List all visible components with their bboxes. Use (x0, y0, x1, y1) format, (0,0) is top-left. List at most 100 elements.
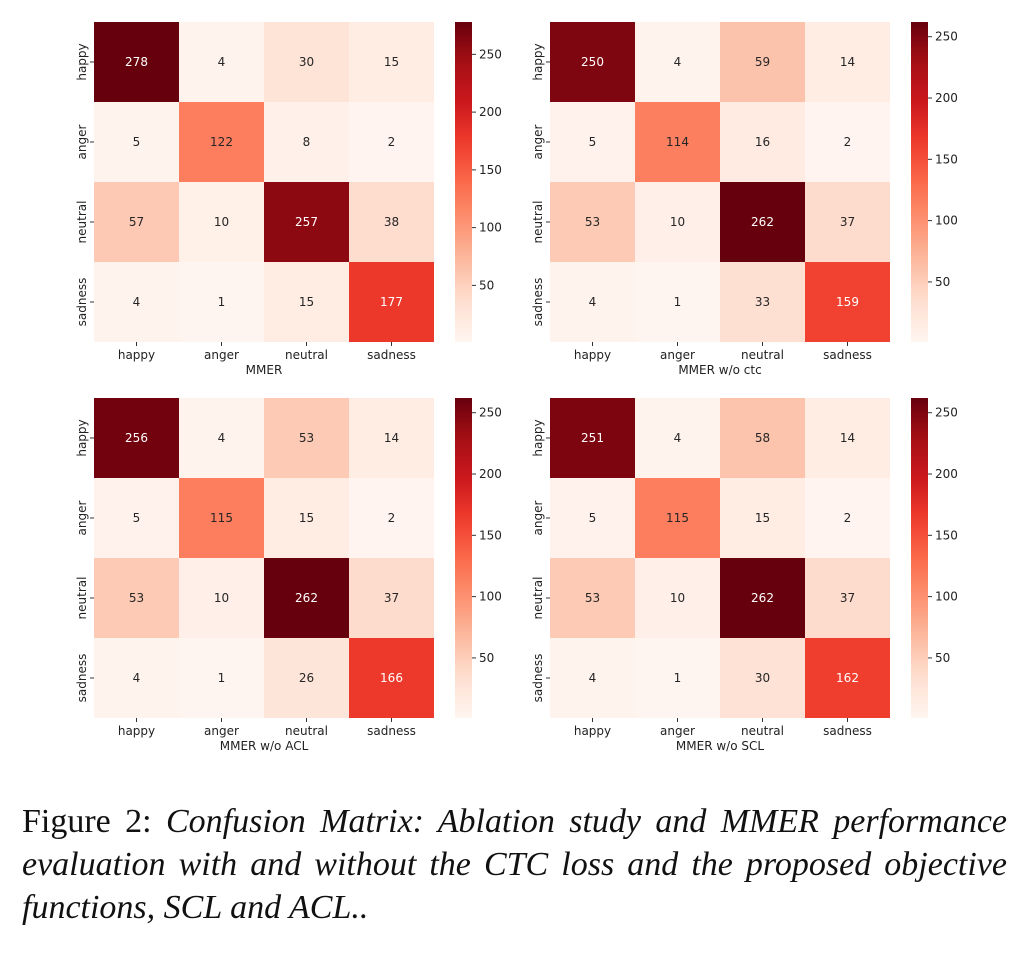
colorbar-tick-label: 150 (935, 528, 958, 542)
colorbar-tick-label: 250 (479, 406, 502, 420)
cell-value-label: 250 (581, 55, 604, 69)
cell-value-label: 10 (670, 591, 685, 605)
cell-value-label: 37 (840, 591, 855, 605)
x-tick-label-sadness: sadness (823, 724, 872, 738)
cell-value-label: 5 (589, 511, 597, 525)
x-tick-label-anger: anger (204, 724, 239, 738)
y-tick-label-neutral: neutral (531, 577, 545, 620)
colorbar-tick-label: 50 (479, 278, 494, 292)
y-tick-label-neutral: neutral (75, 201, 89, 244)
cell-value-label: 15 (384, 55, 399, 69)
caption-label: Figure 2: (22, 803, 152, 840)
x-tick-label-anger: anger (204, 348, 239, 362)
cell-value-label: 53 (585, 215, 600, 229)
cell-value-label: 15 (755, 511, 770, 525)
cell-value-label: 2 (388, 511, 396, 525)
cell-value-label: 14 (840, 431, 855, 445)
x-axis-title: MMER w/o ctc (678, 363, 761, 377)
cell-value-label: 59 (755, 55, 770, 69)
cell-value-label: 26 (299, 671, 314, 685)
cell-value-label: 30 (755, 671, 770, 685)
x-axis-title: MMER w/o SCL (676, 739, 764, 753)
colorbar-tick-label: 200 (479, 467, 502, 481)
y-tick-label-anger: anger (531, 124, 545, 159)
cell-value-label: 256 (125, 431, 148, 445)
colorbar-tick-label: 200 (935, 467, 958, 481)
x-tick-label-neutral: neutral (741, 724, 784, 738)
y-tick-label-sadness: sadness (75, 278, 89, 327)
colorbar-tick-label: 100 (479, 221, 502, 235)
cell-value-label: 159 (836, 295, 859, 309)
cell-value-label: 38 (384, 215, 399, 229)
cell-value-label: 8 (303, 135, 311, 149)
cell-value-label: 1 (674, 671, 682, 685)
confusion-matrix-figure: 278 4 30 155 122 8 257 10 257 384 1 15 177happy anger… (0, 0, 1024, 780)
cell-value-label: 10 (214, 215, 229, 229)
figure-caption: Figure 2: Confusion Matrix: Ablation stu… (22, 800, 1007, 929)
cell-value-label: 122 (210, 135, 233, 149)
y-tick-label-sadness: sadness (531, 278, 545, 327)
y-tick-label-neutral: neutral (75, 577, 89, 620)
cell-value-label: 15 (299, 511, 314, 525)
heatmap-panel-2: 250 4 59 145 114 16 253 10 262 374 1 33 159happy ange… (531, 22, 958, 377)
cell-value-label: 5 (133, 511, 141, 525)
y-tick-label-happy: happy (531, 419, 545, 456)
cell-value-label: 5 (589, 135, 597, 149)
cell-value-label: 14 (840, 55, 855, 69)
cell-value-label: 14 (384, 431, 399, 445)
colorbar (455, 22, 472, 342)
cell-value-label: 251 (581, 431, 604, 445)
cell-value-label: 2 (844, 511, 852, 525)
x-tick-label-neutral: neutral (741, 348, 784, 362)
y-tick-label-sadness: sadness (531, 654, 545, 703)
x-tick-label-sadness: sadness (367, 724, 416, 738)
cell-value-label: 16 (755, 135, 770, 149)
x-tick-label-happy: happy (574, 348, 611, 362)
colorbar-tick-label: 100 (935, 590, 958, 604)
cell-value-label: 1 (674, 295, 682, 309)
colorbar-tick-label: 50 (479, 651, 494, 665)
cell-value-label: 4 (589, 671, 597, 685)
cell-value-label: 10 (214, 591, 229, 605)
x-tick-label-happy: happy (118, 348, 155, 362)
cell-value-label: 1 (218, 295, 226, 309)
colorbar-tick-label: 200 (935, 91, 958, 105)
x-tick-label-happy: happy (118, 724, 155, 738)
cell-value-label: 33 (755, 295, 770, 309)
cell-value-label: 115 (666, 511, 689, 525)
y-tick-label-happy: happy (75, 419, 89, 456)
x-tick-label-sadness: sadness (367, 348, 416, 362)
cell-value-label: 2 (388, 135, 396, 149)
cell-value-label: 57 (129, 215, 144, 229)
colorbar-tick-label: 50 (935, 275, 950, 289)
cell-value-label: 4 (589, 295, 597, 309)
colorbar-tick-label: 150 (479, 163, 502, 177)
colorbar-tick-label: 150 (935, 152, 958, 166)
x-axis-title: MMER w/o ACL (220, 739, 309, 753)
colorbar-tick-label: 100 (479, 590, 502, 604)
cell-value-label: 166 (380, 671, 403, 685)
cell-value-label: 58 (755, 431, 770, 445)
x-axis-title: MMER (246, 363, 283, 377)
cell-value-label: 4 (674, 431, 682, 445)
cell-value-label: 4 (133, 295, 141, 309)
colorbar-tick-label: 250 (935, 406, 958, 420)
colorbar (911, 22, 928, 342)
x-tick-label-anger: anger (660, 724, 695, 738)
x-tick-label-anger: anger (660, 348, 695, 362)
cell-value-label: 278 (125, 55, 148, 69)
cell-value-label: 4 (218, 55, 226, 69)
y-tick-label-happy: happy (531, 43, 545, 80)
colorbar-tick-label: 150 (479, 528, 502, 542)
cell-value-label: 53 (129, 591, 144, 605)
cell-value-label: 262 (295, 591, 318, 605)
caption-text: Confusion Matrix: Ablation study and MME… (22, 803, 1007, 926)
cell-value-label: 37 (840, 215, 855, 229)
colorbar (455, 398, 472, 718)
y-tick-label-anger: anger (75, 500, 89, 535)
cell-value-label: 262 (751, 591, 774, 605)
cell-value-label: 262 (751, 215, 774, 229)
y-tick-label-anger: anger (75, 124, 89, 159)
cell-value-label: 114 (666, 135, 689, 149)
